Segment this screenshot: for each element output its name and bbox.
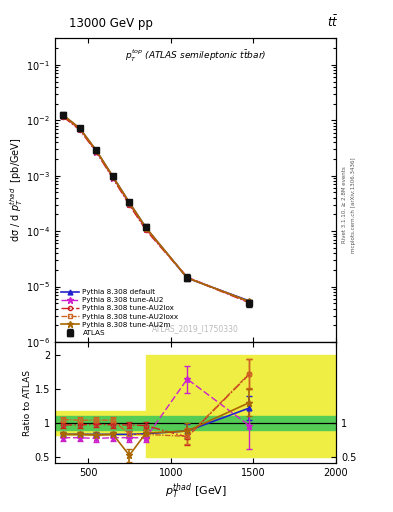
Pythia 8.308 tune-AU2loxx — [127, 200, 132, 206]
Pythia 8.308 tune-AU2 — [94, 148, 99, 155]
Pythia 8.308 tune-AU2loxx — [94, 148, 99, 154]
Pythia 8.308 default — [110, 174, 115, 180]
Pythia 8.308 default — [61, 113, 66, 119]
Pythia 8.308 tune-AU2lox — [143, 227, 148, 233]
Pythia 8.308 default — [247, 298, 252, 304]
Pythia 8.308 tune-AU2lox — [77, 127, 82, 133]
Bar — [146, 355, 336, 457]
Pythia 8.308 tune-AU2lox — [61, 114, 66, 120]
Pythia 8.308 tune-AU2lox — [185, 274, 189, 281]
Pythia 8.308 tune-AU2loxx — [110, 174, 115, 180]
X-axis label: $p_T^{thad}$ [GeV]: $p_T^{thad}$ [GeV] — [165, 481, 226, 501]
Pythia 8.308 tune-AU2m — [110, 174, 115, 180]
Y-axis label: Ratio to ATLAS: Ratio to ATLAS — [23, 370, 32, 436]
Pythia 8.308 default — [143, 225, 148, 231]
Pythia 8.308 tune-AU2 — [110, 175, 115, 181]
Pythia 8.308 tune-AU2lox — [94, 149, 99, 155]
Line: Pythia 8.308 tune-AU2lox: Pythia 8.308 tune-AU2lox — [61, 115, 251, 305]
Pythia 8.308 tune-AU2m — [94, 147, 99, 154]
Pythia 8.308 tune-AU2m — [127, 200, 132, 206]
Pythia 8.308 tune-AU2m — [61, 112, 66, 118]
Line: Pythia 8.308 tune-AU2loxx: Pythia 8.308 tune-AU2loxx — [61, 114, 251, 304]
Pythia 8.308 tune-AU2loxx — [185, 274, 189, 281]
Pythia 8.308 tune-AU2 — [77, 126, 82, 133]
Pythia 8.308 default — [77, 125, 82, 132]
Pythia 8.308 default — [127, 200, 132, 206]
Pythia 8.308 tune-AU2m — [247, 298, 252, 305]
Line: Pythia 8.308 default: Pythia 8.308 default — [61, 113, 252, 303]
Pythia 8.308 tune-AU2 — [127, 201, 132, 207]
Text: mcplots.cern.ch [arXiv:1306.3436]: mcplots.cern.ch [arXiv:1306.3436] — [351, 157, 356, 252]
Pythia 8.308 default — [94, 147, 99, 154]
Pythia 8.308 tune-AU2m — [185, 275, 189, 281]
Pythia 8.308 tune-AU2loxx — [77, 126, 82, 132]
Pythia 8.308 tune-AU2 — [143, 226, 148, 232]
Legend: Pythia 8.308 default, Pythia 8.308 tune-AU2, Pythia 8.308 tune-AU2lox, Pythia 8.: Pythia 8.308 default, Pythia 8.308 tune-… — [59, 287, 181, 338]
Text: ATLAS_2019_I1750330: ATLAS_2019_I1750330 — [152, 324, 239, 333]
Line: Pythia 8.308 tune-AU2m: Pythia 8.308 tune-AU2m — [60, 112, 252, 305]
Pythia 8.308 tune-AU2m — [143, 224, 148, 230]
Text: $t\bar{t}$: $t\bar{t}$ — [327, 14, 339, 30]
Pythia 8.308 default — [185, 275, 189, 281]
Bar — [55, 411, 146, 435]
Text: $p_T^{top}$ (ATLAS semileptonic t$\bar{t}$bar): $p_T^{top}$ (ATLAS semileptonic t$\bar{t… — [125, 48, 266, 64]
Pythia 8.308 tune-AU2lox — [110, 176, 115, 182]
Pythia 8.308 tune-AU2 — [61, 113, 66, 119]
Pythia 8.308 tune-AU2lox — [127, 202, 132, 208]
Pythia 8.308 tune-AU2loxx — [247, 298, 252, 305]
Line: Pythia 8.308 tune-AU2: Pythia 8.308 tune-AU2 — [60, 113, 252, 305]
Pythia 8.308 tune-AU2loxx — [61, 113, 66, 119]
Pythia 8.308 tune-AU2 — [247, 299, 252, 305]
Text: 13000 GeV pp: 13000 GeV pp — [69, 17, 152, 30]
Text: Rivet 3.1.10, ≥ 2.8M events: Rivet 3.1.10, ≥ 2.8M events — [342, 166, 347, 243]
Bar — [55, 416, 336, 430]
Y-axis label: dσ / d $p_T^{thad}$  [pb/GeV]: dσ / d $p_T^{thad}$ [pb/GeV] — [8, 138, 25, 243]
Pythia 8.308 tune-AU2lox — [247, 300, 252, 306]
Pythia 8.308 tune-AU2m — [77, 125, 82, 132]
Pythia 8.308 tune-AU2 — [185, 274, 189, 280]
Pythia 8.308 tune-AU2loxx — [143, 225, 148, 231]
